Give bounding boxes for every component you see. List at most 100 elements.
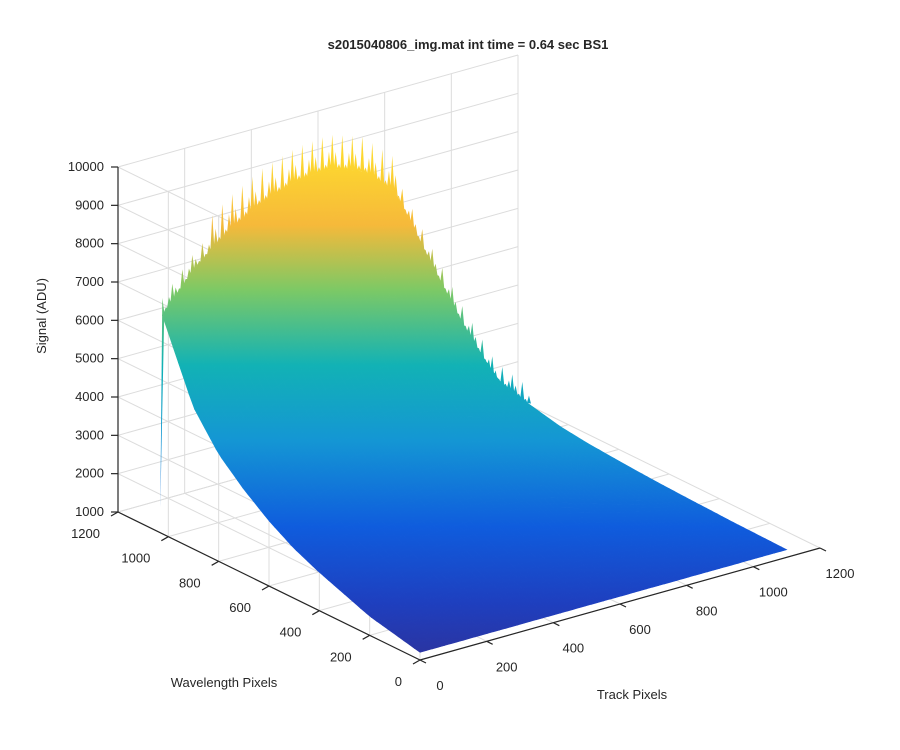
x-tick-mark — [686, 584, 693, 589]
surface-peak — [313, 156, 318, 175]
surface-peak — [193, 258, 198, 271]
surface-peak — [346, 152, 351, 171]
x-tick-mark — [419, 659, 427, 664]
surface-peak — [486, 359, 491, 372]
surface-peak — [376, 175, 381, 183]
x-tick-mark — [619, 603, 627, 608]
surface-peak — [283, 182, 288, 190]
grid-line — [117, 92, 519, 206]
x-axis-label: Track Pixels — [597, 687, 668, 702]
x-tick-label: 400 — [562, 641, 584, 656]
surface-peak — [396, 195, 401, 204]
surface-peak — [173, 287, 178, 299]
axes — [110, 166, 827, 665]
surface-peak — [213, 228, 218, 249]
x-tick-mark — [486, 640, 493, 645]
surface-peak — [206, 244, 211, 256]
surface-peak — [190, 255, 195, 276]
surface-peak — [293, 164, 298, 184]
surface-peak — [366, 158, 371, 177]
x-tick-label: 200 — [496, 659, 518, 674]
surface-peak — [200, 243, 205, 263]
surface-peak — [316, 167, 321, 174]
surface-peak — [333, 152, 338, 170]
z-tick-label: 5000 — [75, 351, 104, 366]
surface-peak — [406, 210, 411, 224]
y-tick-mark — [312, 610, 320, 616]
surface-peak — [390, 155, 395, 192]
grid-line — [117, 54, 519, 168]
surface-peak — [360, 136, 365, 173]
surface-peak — [450, 286, 455, 308]
surface-peak — [220, 204, 225, 241]
surface-peak — [203, 253, 208, 259]
surface-peak — [436, 274, 441, 283]
surface-peak — [526, 395, 531, 404]
surface-peak — [160, 297, 165, 508]
surface-peak — [250, 176, 255, 214]
surface-peak — [273, 177, 278, 196]
surface-peak — [460, 305, 465, 327]
z-tick-label: 1000 — [75, 504, 104, 519]
x-tick-label: 1200 — [826, 566, 855, 581]
y-tick-mark — [362, 634, 370, 640]
surface-peak — [180, 269, 185, 290]
surface-peak — [216, 236, 221, 245]
z-tick-label: 9000 — [75, 197, 104, 212]
surface-peak — [260, 168, 265, 205]
surface-peak — [256, 199, 261, 208]
surface-peak — [500, 366, 505, 386]
x-tick-mark — [553, 622, 560, 627]
surface-peak — [520, 381, 525, 401]
surface-peak — [253, 191, 258, 211]
surface-peak — [383, 180, 388, 188]
surface-peak — [483, 358, 488, 366]
surface-peak — [310, 140, 315, 177]
surface-peak — [416, 235, 421, 244]
surface-peak — [340, 135, 345, 170]
y-tick-label: 400 — [280, 625, 302, 640]
surface-peak — [513, 385, 518, 396]
surface-peak — [240, 185, 245, 222]
y-tick-label: 1000 — [121, 551, 150, 566]
y-tick-mark — [412, 659, 421, 665]
surface-peak — [266, 181, 271, 200]
surface-peak — [440, 267, 445, 289]
surface-peak — [166, 297, 171, 309]
y-tick-label: 0 — [395, 674, 402, 689]
surface-peak — [413, 224, 418, 237]
surface-peak — [493, 370, 498, 381]
surface — [160, 134, 788, 653]
surface-peak — [403, 208, 408, 217]
surface-peak — [490, 356, 495, 377]
surface-peak — [433, 263, 438, 277]
surface-peak — [243, 211, 248, 219]
z-tick-label: 3000 — [75, 427, 104, 442]
surface-peak — [330, 134, 335, 170]
surface-peak — [303, 172, 308, 179]
surface-peak — [393, 175, 398, 197]
z-tick-label: 2000 — [75, 466, 104, 481]
surface-peak — [230, 194, 235, 231]
surface-peak — [496, 378, 501, 384]
z-axis-label: Signal (ADU) — [34, 278, 49, 354]
surface-peak — [320, 137, 325, 173]
surface-peak — [423, 248, 428, 258]
x-tick-label: 600 — [629, 622, 651, 637]
surface-peak — [480, 339, 485, 361]
surface-peak — [370, 142, 375, 179]
surface-peak — [290, 149, 295, 186]
surface-peak — [353, 153, 358, 171]
surface-peak — [170, 283, 175, 304]
surface-peak — [296, 174, 301, 182]
z-tick-label: 6000 — [75, 312, 104, 327]
y-tick-mark — [261, 585, 270, 591]
surface-peak — [176, 288, 181, 295]
surface-peak — [430, 248, 435, 270]
surface-peak — [270, 162, 275, 198]
z-tick-label: 8000 — [75, 236, 104, 251]
surface-peak — [453, 301, 458, 315]
surface-peak — [163, 307, 168, 314]
surface-peak — [233, 208, 238, 228]
